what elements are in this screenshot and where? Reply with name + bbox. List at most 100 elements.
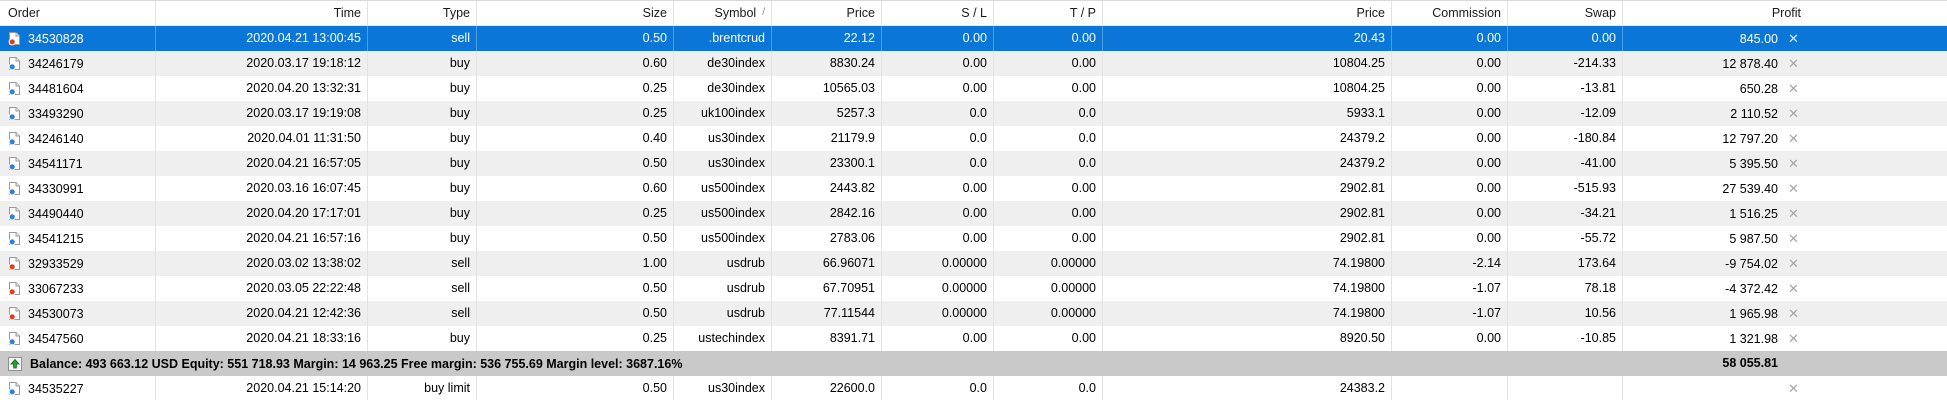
open-price-cell: 5257.3 [772,101,882,126]
close-position-icon[interactable]: ✕ [1786,177,1801,201]
commission-cell: 0.00 [1392,126,1508,151]
profit-cell: 5 395.50 ✕ [1623,151,1947,176]
commission-cell [1392,376,1508,400]
open-price-cell: 2443.82 [772,176,882,201]
table-row[interactable]: 34547560 2020.04.21 18:33:16 buy 0.25 us… [0,326,1947,351]
current-price-cell: 2902.81 [1103,201,1392,226]
close-position-icon[interactable]: ✕ [1786,277,1801,301]
type-cell: buy [368,176,477,201]
time-cell: 2020.04.20 17:17:01 [156,201,368,226]
column-header-sl[interactable]: S / L [882,1,994,25]
positions-list: 34530828 2020.04.21 13:00:45 sell 0.50 .… [0,26,1947,351]
close-position-icon[interactable]: ✕ [1786,252,1801,276]
swap-cell: -515.93 [1508,176,1623,201]
open-price-cell: 2783.06 [772,226,882,251]
order-id: 34246179 [28,52,84,76]
time-cell: 2020.03.17 19:19:08 [156,101,368,126]
close-position-icon[interactable]: ✕ [1786,227,1801,251]
table-row[interactable]: 34481604 2020.04.20 13:32:31 buy 0.25 de… [0,76,1947,101]
open-price-cell: 67.70951 [772,276,882,301]
symbol-cell: us500index [674,176,772,201]
close-position-icon[interactable]: ✕ [1786,152,1801,176]
stop-loss-cell: 0.00000 [882,251,994,276]
profit-cell: 5 987.50 ✕ [1623,226,1947,251]
column-header-type[interactable]: Type [368,1,477,25]
order-doc-icon [8,206,21,221]
take-profit-cell: 0.0 [994,126,1103,151]
column-header-swap[interactable]: Swap [1508,1,1623,25]
swap-cell: 78.18 [1508,276,1623,301]
table-row[interactable]: 34330991 2020.03.16 16:07:45 buy 0.60 us… [0,176,1947,201]
type-cell: buy [368,51,477,76]
size-cell: 0.50 [477,26,674,51]
size-cell: 0.50 [477,301,674,326]
profit-value: -4 372.42 [1725,277,1778,301]
current-price-cell: 10804.25 [1103,51,1392,76]
close-position-icon[interactable]: ✕ [1786,127,1801,151]
column-header-price[interactable]: Price [1103,1,1392,25]
close-position-icon[interactable]: ✕ [1786,27,1801,51]
take-profit-cell: 0.0 [994,151,1103,176]
column-header-order[interactable]: Order [0,1,156,25]
swap-cell: 10.56 [1508,301,1623,326]
order-cell: 34490440 [0,201,156,226]
symbol-cell: us500index [674,226,772,251]
symbol-cell: usdrub [674,301,772,326]
stop-loss-cell: 0.00 [882,326,994,351]
close-position-icon[interactable]: ✕ [1786,377,1801,400]
table-row[interactable]: 34490440 2020.04.20 17:17:01 buy 0.25 us… [0,201,1947,226]
current-price-cell: 24383.2 [1103,376,1392,400]
table-row[interactable]: 34530828 2020.04.21 13:00:45 sell 0.50 .… [0,26,1947,51]
table-row[interactable]: 34530073 2020.04.21 12:42:36 sell 0.50 u… [0,301,1947,326]
order-cell: 34535227 [0,376,156,400]
type-cell: sell [368,26,477,51]
column-header-open-price[interactable]: Price [772,1,882,25]
take-profit-cell: 0.00 [994,226,1103,251]
symbol-cell: uk100index [674,101,772,126]
table-row[interactable]: 34246179 2020.03.17 19:18:12 buy 0.60 de… [0,51,1947,76]
profit-cell: 12 878.40 ✕ [1623,51,1947,76]
time-cell: 2020.03.05 22:22:48 [156,276,368,301]
take-profit-cell: 0.00 [994,51,1103,76]
table-row[interactable]: 33493290 2020.03.17 19:19:08 buy 0.25 uk… [0,101,1947,126]
column-header-time[interactable]: Time [156,1,368,25]
open-price-cell: 8391.71 [772,326,882,351]
close-position-icon[interactable]: ✕ [1786,302,1801,326]
symbol-cell: us500index [674,201,772,226]
table-row[interactable]: 34541215 2020.04.21 16:57:16 buy 0.50 us… [0,226,1947,251]
close-position-icon[interactable]: ✕ [1786,327,1801,351]
table-row[interactable]: 32933529 2020.03.02 13:38:02 sell 1.00 u… [0,251,1947,276]
symbol-cell: ustechindex [674,326,772,351]
column-header-commission[interactable]: Commission [1392,1,1508,25]
close-position-icon[interactable]: ✕ [1786,102,1801,126]
order-doc-icon [8,156,21,171]
stop-loss-cell: 0.00000 [882,301,994,326]
type-cell: buy [368,226,477,251]
symbol-cell: us30index [674,126,772,151]
table-row[interactable]: 34541171 2020.04.21 16:57:05 buy 0.50 us… [0,151,1947,176]
column-header-label: Order [8,1,40,25]
symbol-cell: us30index [674,376,772,400]
commission-cell: -1.07 [1392,301,1508,326]
type-cell: sell [368,276,477,301]
table-row[interactable]: 33067233 2020.03.05 22:22:48 sell 0.50 u… [0,276,1947,301]
close-position-icon[interactable]: ✕ [1786,52,1801,76]
symbol-cell: de30index [674,51,772,76]
column-header-size[interactable]: Size [477,1,674,25]
stop-loss-cell: 0.0 [882,376,994,400]
column-header-profit[interactable]: Profit [1623,1,1947,25]
table-row[interactable]: 34246140 2020.04.01 11:31:50 buy 0.40 us… [0,126,1947,151]
take-profit-cell: 0.00 [994,26,1103,51]
commission-cell: 0.00 [1392,151,1508,176]
stop-loss-cell: 0.00 [882,201,994,226]
table-row[interactable]: 34535227 2020.04.21 15:14:20 buy limit 0… [0,376,1947,400]
time-cell: 2020.04.21 16:57:16 [156,226,368,251]
column-header-tp[interactable]: T / P [994,1,1103,25]
size-cell: 0.40 [477,126,674,151]
close-position-icon[interactable]: ✕ [1786,202,1801,226]
close-position-icon[interactable]: ✕ [1786,77,1801,101]
column-header-symbol[interactable]: Symbol / [674,1,772,25]
order-cell: 34246140 [0,126,156,151]
profit-value: 1 516.25 [1729,202,1778,226]
size-cell: 0.25 [477,201,674,226]
